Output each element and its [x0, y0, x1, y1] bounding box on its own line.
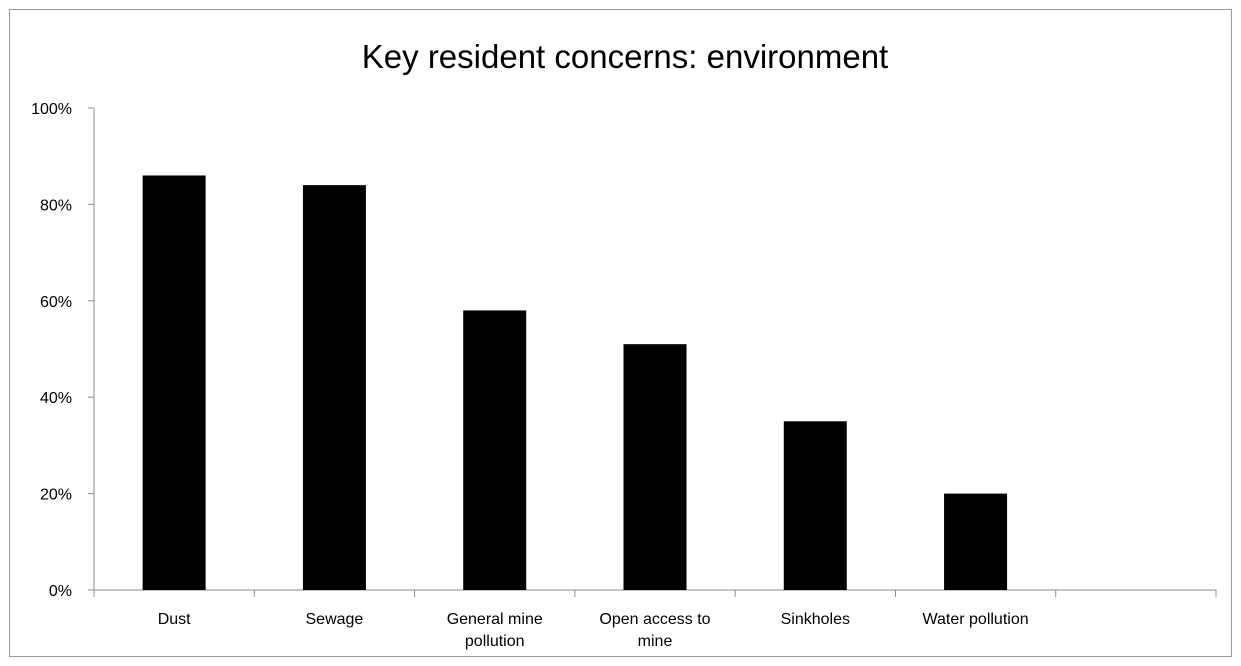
x-category-label: Water pollution [923, 611, 1029, 628]
chart-frame [9, 9, 1232, 657]
bar [623, 344, 687, 590]
y-tick-label: 20% [40, 487, 72, 504]
y-tick-label: 0% [49, 583, 72, 600]
bar [463, 310, 527, 590]
bar [783, 421, 847, 590]
y-tick-label: 60% [40, 294, 72, 311]
bar [142, 175, 206, 591]
category-labels: Dust Sewage General mine pollution Open acce… [158, 611, 1029, 650]
x-category-label: Open access to mine [599, 611, 710, 650]
x-category-label: General mine pollution [447, 611, 543, 650]
bars [142, 175, 1008, 591]
y-tick-label: 80% [40, 197, 72, 214]
chart-title: Key resident concerns: environment [362, 38, 888, 75]
y-tick-label: 100% [31, 101, 72, 118]
y-tick-label: 40% [40, 390, 72, 407]
x-category-label: Sewage [306, 611, 364, 628]
y-axis: 0% 20% 40% 60% 80% 100% [31, 101, 95, 600]
bar [944, 493, 1008, 590]
x-category-label: Dust [158, 611, 191, 628]
x-axis [93, 589, 1217, 597]
bar [302, 185, 366, 590]
x-category-label: Sinkholes [781, 611, 850, 628]
